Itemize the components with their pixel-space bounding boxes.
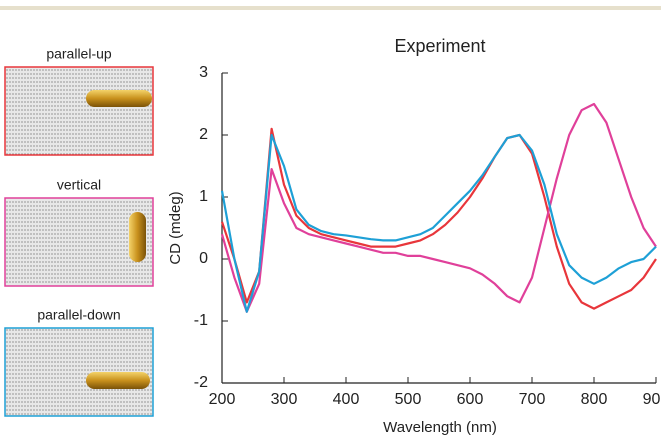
y-tick-label: -1 <box>194 312 208 329</box>
y-tick-label: 0 <box>199 250 208 267</box>
gold-rod <box>86 90 152 107</box>
panel-label: parallel-up <box>46 46 112 62</box>
top-bar <box>0 6 661 10</box>
x-tick-label: 400 <box>333 391 360 408</box>
series-line <box>220 133 657 313</box>
x-axis-label: Wavelength (nm) <box>383 419 497 436</box>
panels: parallel-up vertical parallel-down <box>4 46 154 417</box>
x-tick-label: 700 <box>519 391 546 408</box>
x-tick-label: 600 <box>457 391 484 408</box>
gold-rod <box>129 212 146 262</box>
x-tick-label: 900 <box>643 391 661 408</box>
y-tick-label: 2 <box>199 126 208 143</box>
series-line <box>220 102 657 313</box>
panel-label: vertical <box>57 177 101 193</box>
y-axis-label: CD (mdeg) <box>167 191 184 264</box>
y-tick-label: 3 <box>199 64 208 81</box>
x-tick-label: 300 <box>271 391 298 408</box>
series-line <box>220 127 657 310</box>
chart-title: Experiment <box>394 36 485 56</box>
gold-rod <box>86 372 150 389</box>
y-tick-label: -2 <box>194 374 208 391</box>
panel-label: parallel-down <box>37 307 120 323</box>
y-tick-label: 1 <box>199 188 208 205</box>
x-tick-label: 500 <box>395 391 422 408</box>
panel-box <box>4 197 154 287</box>
x-tick-label: 200 <box>209 391 236 408</box>
panel-box <box>4 66 154 156</box>
x-tick-label: 800 <box>581 391 608 408</box>
